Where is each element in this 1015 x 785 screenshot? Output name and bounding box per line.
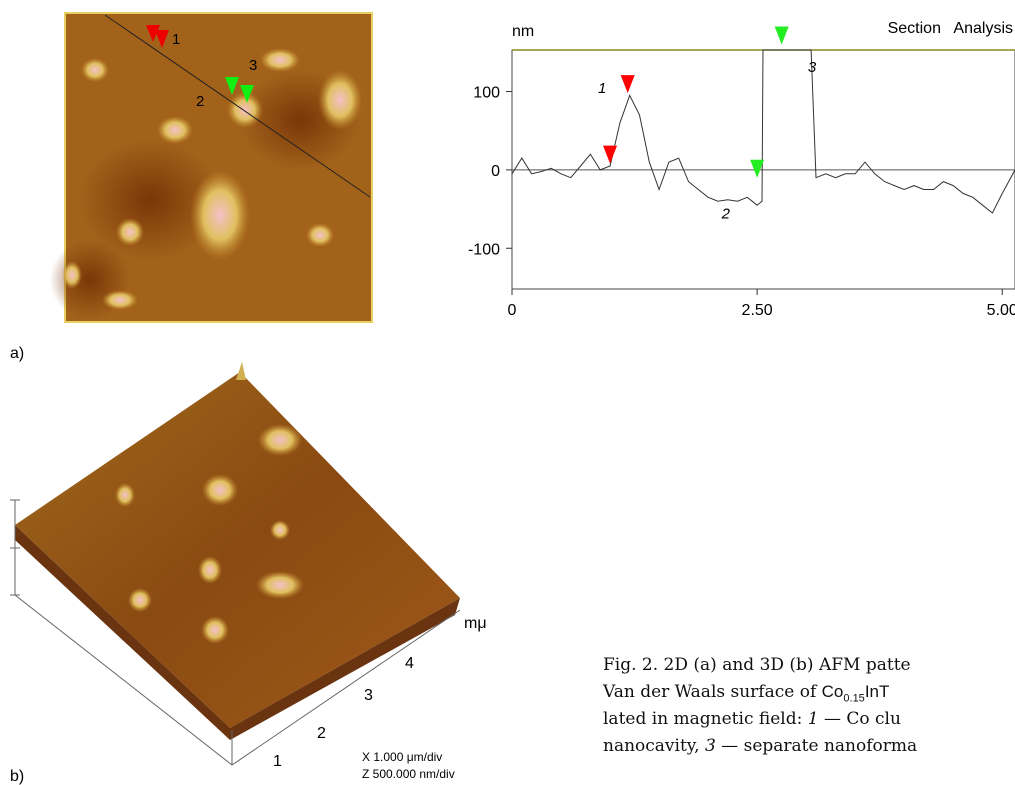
cursor-marker <box>621 75 635 93</box>
y-tick-label: 100 <box>473 85 500 102</box>
formula: InT <box>865 682 890 701</box>
x-tick-label: 5.00 <box>987 302 1015 319</box>
axis-tick-label: 3 <box>364 687 373 704</box>
scale-note: X 1.000 μm/div <box>362 750 442 764</box>
caption-line: lated in magnetic field: 1 — Co clu <box>603 709 901 729</box>
chart-title: Section Analysis <box>888 20 1013 37</box>
caption-text: Van der Waals surface of <box>603 682 822 702</box>
afm-2d-image <box>50 13 372 322</box>
axis-tick-label: 1 <box>273 753 282 770</box>
cursor-marker <box>775 27 789 45</box>
page: {"panel_a":{"label":"a)","image_labels":… <box>0 0 1015 785</box>
axis-tick-label: 2 <box>317 725 326 742</box>
annotation: 1 <box>598 80 606 97</box>
caption-text: — Co clu <box>819 709 901 729</box>
annotation: 3 <box>808 59 817 76</box>
image-label: 3 <box>249 57 257 74</box>
y-tick-label: -100 <box>468 241 500 258</box>
caption-number: 3 <box>705 736 716 756</box>
panel-label: a) <box>10 345 24 362</box>
cursor-marker <box>603 146 617 164</box>
image-label: 2 <box>196 93 204 110</box>
image-label: 1 <box>172 31 180 48</box>
caption-line: Fig. 2. 2D (a) and 3D (b) AFM patte <box>603 655 911 675</box>
section-chart: -100 0 100 0 2.50 5.00 1 2 3 <box>468 27 1015 319</box>
axis-tick-label: 4 <box>405 655 414 672</box>
formula: Co <box>822 682 844 701</box>
caption-line: Van der Waals surface of Co0.15InT <box>603 682 889 704</box>
axis-unit: mμ <box>464 615 487 632</box>
y-axis-label: nm <box>512 23 534 40</box>
caption-text: — separate nanoforma <box>716 736 917 756</box>
panel-label: b) <box>10 768 24 785</box>
caption-line: nanocavity, 3 — separate nanoforma <box>603 736 917 756</box>
caption-text: lated in magnetic field: <box>603 709 808 729</box>
formula-subscript: 0.15 <box>843 692 864 704</box>
x-tick-label: 0 <box>508 302 517 319</box>
y-tick-label: 0 <box>491 163 500 180</box>
profile-line <box>512 50 1015 213</box>
annotation: 2 <box>721 205 731 222</box>
x-tick-label: 2.50 <box>742 302 773 319</box>
caption-text: nanocavity, <box>603 736 705 756</box>
scale-note: Z 500.000 nm/div <box>362 767 455 781</box>
afm-3d-surface <box>10 362 460 765</box>
caption-number: 1 <box>808 709 819 729</box>
